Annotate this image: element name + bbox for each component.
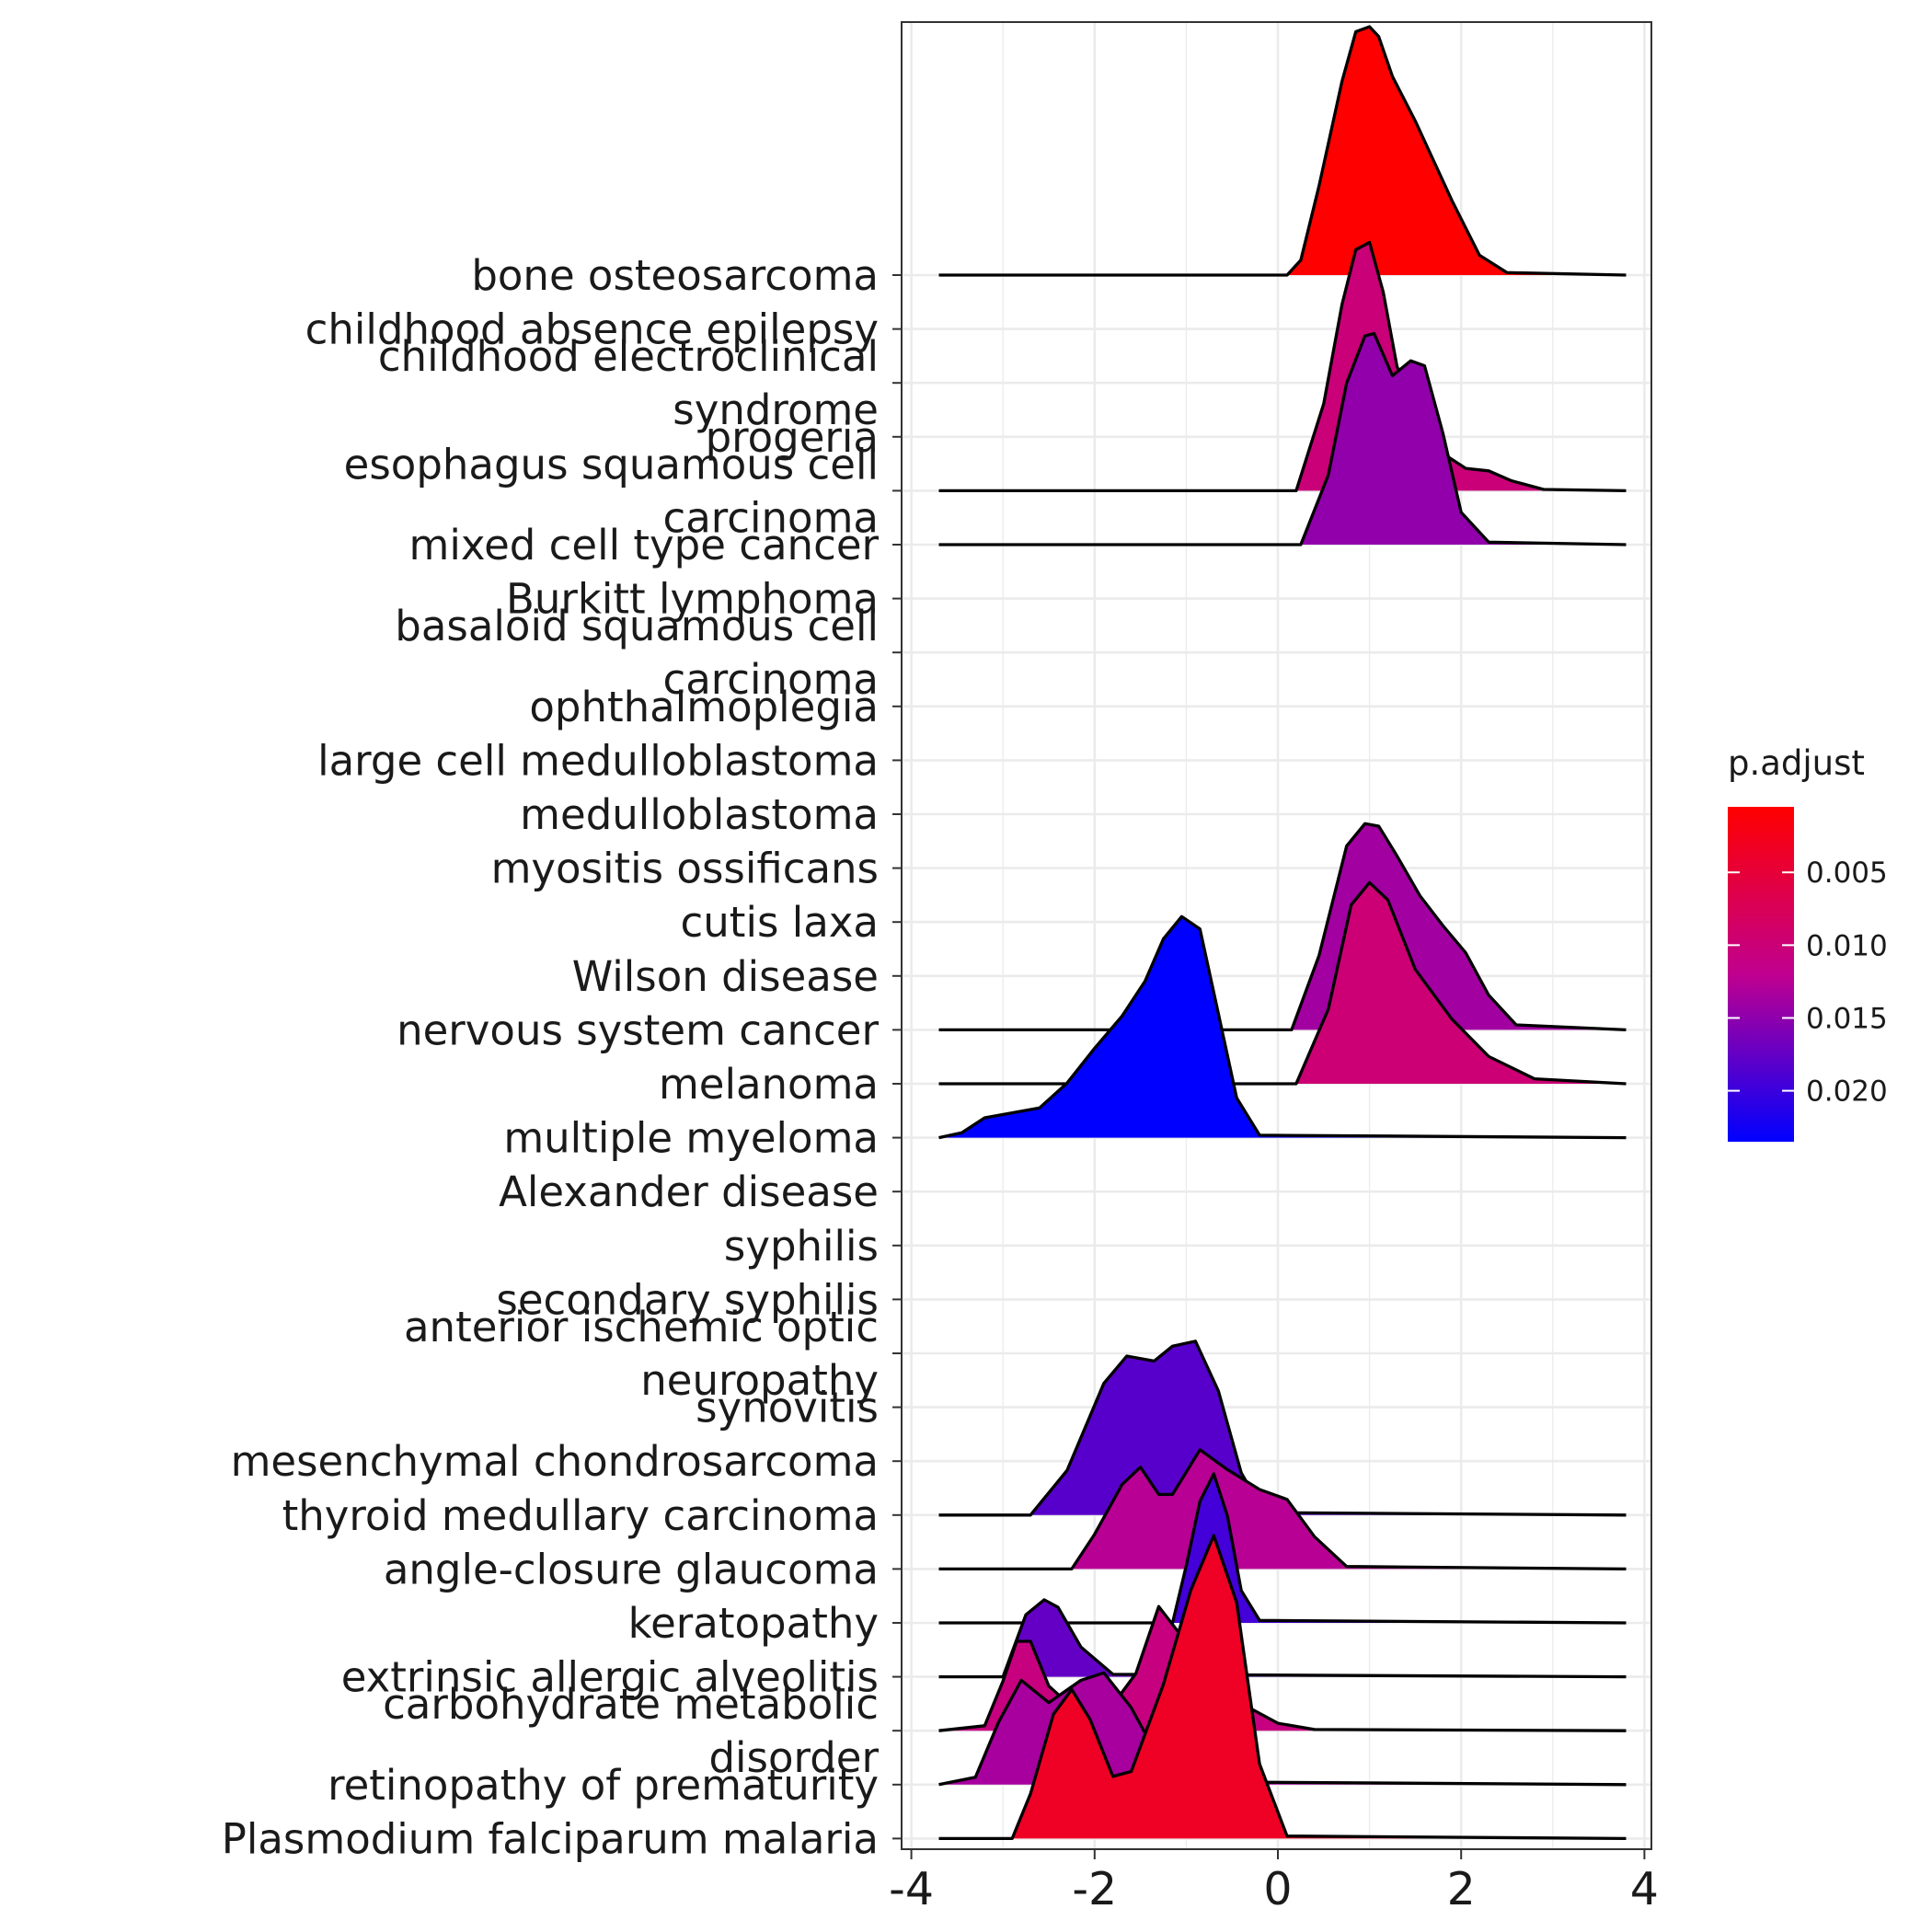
category-label: multiple myeloma [503, 1114, 879, 1163]
ridge-outline [938, 240, 1627, 493]
ridge-outline [938, 1472, 1627, 1625]
category-label: Wilson disease [572, 952, 879, 1001]
x-tick-label: 0 [1263, 1863, 1292, 1915]
ridge-fill [938, 882, 1627, 1084]
ridge-fill [938, 1673, 1627, 1785]
ridge-outline [938, 331, 1627, 546]
category-label: basaloid squamous cell [395, 602, 879, 650]
category-label: extrinsic allergic alveolitis [341, 1653, 879, 1702]
category-label: ophthalmoplegia [529, 683, 879, 731]
category-label: synovitis [696, 1384, 879, 1432]
category-label: secondary syphilis [496, 1275, 879, 1324]
x-tick-label: 2 [1447, 1863, 1476, 1915]
category-label: syndrome [673, 385, 879, 434]
legend-tick-label: 0.005 [1806, 857, 1888, 890]
x-tick-label: 4 [1630, 1863, 1659, 1915]
legend-colorbar [1728, 807, 1794, 1142]
y-axis-labels: bone osteosarcoma childhood absence epile… [222, 251, 902, 1863]
ridge-outline [938, 880, 1627, 1086]
category-label: neuropathy [640, 1356, 879, 1405]
legend-title: p.adjust [1728, 743, 1865, 783]
category-label: carbohydrate metabolic [383, 1680, 879, 1729]
category-label: keratopathy [628, 1599, 879, 1648]
category-label: esophagus squamous cell [344, 440, 879, 489]
ridge-outline [938, 1604, 1627, 1732]
x-tick-label: -4 [889, 1863, 934, 1915]
category-label: anterior ischemic optic [404, 1303, 879, 1351]
ridge-fill [938, 916, 1627, 1138]
legend-ticks: 0.005 0.010 0.015 0.020 [1728, 857, 1888, 1109]
ridge-outline [938, 1448, 1627, 1571]
category-label: childhood electroclinical [378, 332, 879, 381]
x-axis: -4 -2 0 2 4 [889, 1849, 1659, 1915]
category-label: disorder [708, 1733, 879, 1782]
category-label: bone osteosarcoma [471, 251, 879, 300]
plot-border [901, 21, 1652, 1850]
category-label: childhood absence epilepsy [305, 305, 879, 354]
category-label: Burkitt lymphoma [506, 575, 879, 624]
category-label: carcinoma [662, 493, 879, 542]
category-label: retinopathy of prematurity [328, 1761, 879, 1810]
category-label: syphilis [724, 1222, 879, 1271]
category-label: progeria [706, 413, 879, 462]
x-tick-label: -2 [1072, 1863, 1117, 1915]
legend-tick-label: 0.020 [1806, 1075, 1888, 1109]
ridge-fill [938, 1449, 1627, 1570]
category-label: Alexander disease [499, 1167, 879, 1216]
category-label: myositis ossificans [491, 845, 879, 893]
ridge-fill [938, 823, 1627, 1030]
density-ridges [938, 25, 1627, 1841]
ridge-outline [938, 25, 1627, 277]
plot-panel [902, 22, 1651, 1849]
ridge-outline [938, 914, 1627, 1140]
ridge-fill [938, 27, 1627, 275]
category-label: mesenchymal chondrosarcoma [231, 1437, 879, 1486]
category-label: Plasmodium falciparum malaria [222, 1814, 879, 1863]
ridge-outline [938, 822, 1627, 1032]
category-label: cutis laxa [681, 898, 879, 947]
category-label: nervous system cancer [397, 1006, 879, 1054]
category-label: angle-closure glaucoma [384, 1545, 879, 1593]
category-label: thyroid medullary carcinoma [282, 1491, 879, 1540]
legend-tick-label: 0.010 [1806, 929, 1888, 962]
category-label: mixed cell type cancer [409, 521, 880, 569]
category-label: melanoma [659, 1060, 879, 1109]
ridge-fill [938, 333, 1627, 545]
legend: p.adjust 0.005 0.010 0.015 0.020 [1728, 743, 1888, 1142]
ridge-fill [938, 1340, 1627, 1515]
category-label: medulloblastoma [520, 790, 879, 839]
legend-tick-label: 0.015 [1806, 1002, 1888, 1035]
category-label: carcinoma [662, 655, 879, 704]
category-label: large cell medulloblastoma [317, 736, 879, 785]
ridge-outline [938, 1534, 1627, 1841]
